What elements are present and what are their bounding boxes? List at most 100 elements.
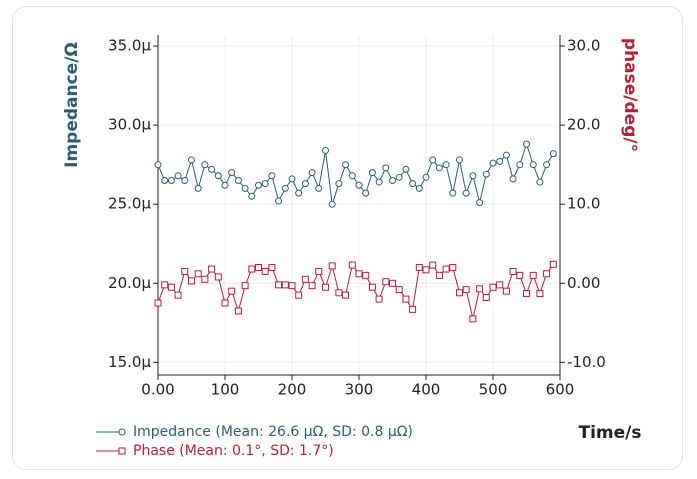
marker: [422, 173, 430, 181]
marker: [275, 197, 283, 205]
card: [12, 6, 683, 470]
marker: [415, 263, 423, 271]
marker: [161, 281, 169, 289]
marker: [348, 172, 356, 180]
marker: [328, 200, 336, 208]
marker: [409, 305, 417, 313]
marker: [248, 192, 256, 200]
marker: [523, 290, 530, 298]
marker: [248, 265, 256, 273]
marker: [295, 291, 303, 299]
marker: [154, 161, 162, 169]
marker: [509, 175, 517, 183]
marker: [442, 161, 450, 169]
marker: [543, 270, 551, 278]
y-tick-label: 20.0μ: [108, 274, 151, 292]
marker: [154, 299, 162, 307]
marker: [415, 184, 423, 192]
marker: [368, 169, 376, 177]
marker: [234, 176, 242, 184]
marker: [482, 294, 490, 302]
marker: [502, 287, 510, 295]
marker: [167, 176, 175, 184]
marker: [322, 283, 329, 291]
x-tick-label: 600: [546, 381, 575, 399]
marker: [328, 262, 336, 270]
marker: [429, 261, 437, 269]
marker: [241, 282, 249, 290]
marker: [456, 156, 463, 164]
marker: [502, 151, 510, 159]
marker: [469, 315, 477, 323]
marker: [335, 289, 343, 297]
marker: [368, 283, 376, 291]
marker: [375, 178, 383, 186]
marker: [188, 277, 195, 285]
marker: [161, 176, 169, 184]
marker: [268, 172, 276, 180]
x-tick-label: 100: [211, 381, 240, 399]
marker: [315, 184, 323, 192]
x-tick-label: 300: [345, 381, 374, 399]
marker: [516, 271, 524, 279]
marker: [221, 299, 229, 307]
marker: [255, 181, 262, 189]
marker: [255, 263, 262, 271]
marker: [174, 172, 182, 180]
y2-tick-label: 10.0: [567, 195, 600, 213]
y-tick-label: 25.0μ: [108, 195, 151, 213]
marker: [529, 271, 537, 279]
marker: [382, 164, 390, 172]
marker: [214, 273, 222, 281]
marker: [543, 161, 551, 169]
legend-label: Phase (Mean: 0.1°, SD: 1.7°): [133, 443, 334, 459]
marker: [389, 279, 396, 287]
marker: [201, 275, 209, 283]
marker: [489, 159, 497, 167]
y-tick-label: 30.0μ: [108, 116, 151, 134]
marker: [442, 265, 450, 273]
marker: [288, 282, 296, 290]
marker: [118, 428, 126, 436]
marker: [449, 189, 457, 197]
marker: [409, 180, 417, 188]
marker: [449, 263, 457, 271]
marker: [355, 181, 363, 189]
marker: [261, 180, 269, 188]
marker: [389, 176, 396, 184]
y-axis-title: Impedance/Ω: [62, 42, 82, 168]
marker: [355, 270, 363, 278]
marker: [469, 172, 477, 180]
marker: [322, 146, 329, 154]
y2-tick-label: 30.0: [567, 37, 600, 55]
marker: [382, 278, 390, 286]
y2-tick-label: 20.0: [567, 116, 600, 134]
marker: [529, 161, 537, 169]
marker: [335, 180, 343, 188]
marker: [214, 172, 222, 180]
marker: [476, 285, 484, 293]
y-tick-label: 35.0μ: [108, 37, 151, 55]
marker: [301, 180, 309, 188]
marker: [208, 265, 216, 273]
marker: [281, 281, 289, 289]
marker: [118, 447, 126, 455]
marker: [375, 295, 383, 303]
marker: [482, 170, 490, 178]
marker: [395, 286, 403, 294]
marker: [402, 295, 410, 303]
marker: [308, 282, 316, 290]
marker: [315, 267, 323, 275]
x-tick-label: 0.00: [141, 381, 174, 399]
marker: [536, 290, 544, 298]
marker: [228, 169, 236, 177]
x-axis-title: Time/s: [579, 423, 642, 443]
marker: [201, 161, 209, 169]
marker: [241, 184, 249, 192]
marker: [476, 199, 484, 207]
marker: [516, 161, 524, 169]
marker: [462, 189, 470, 197]
marker: [435, 164, 443, 172]
